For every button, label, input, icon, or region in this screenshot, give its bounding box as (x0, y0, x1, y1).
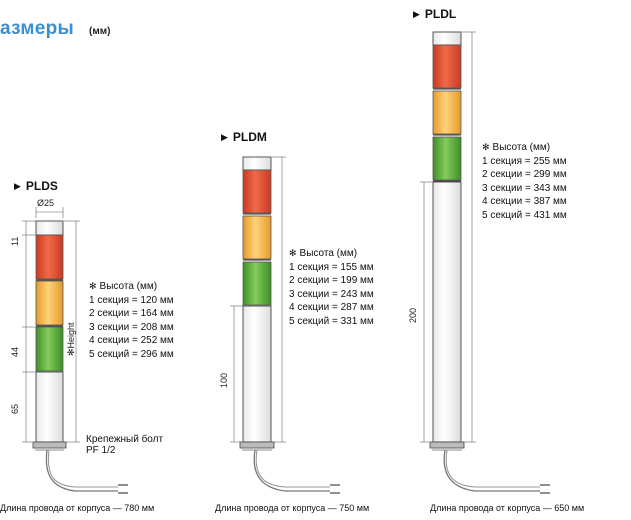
plds-cap (36, 221, 63, 235)
plds-amber-segment (36, 281, 63, 325)
asterisk-icon: ✻ (89, 281, 97, 291)
pldl-cap (433, 32, 461, 45)
plds-spec-row: 4 секции = 252 мм (89, 334, 174, 348)
pldl-spec-row: 1 секция = 255 мм (482, 155, 567, 169)
pldl-spec-row: 5 секций = 431 мм (482, 209, 567, 223)
pldl-red-segment (433, 45, 461, 88)
asterisk-icon: ✻ (482, 142, 490, 152)
plds-height-label: ✻Height (66, 322, 77, 356)
plds-label: ▶ PLDS (14, 179, 58, 193)
plds-green-segment (36, 327, 63, 371)
pldl-green-segment (433, 137, 461, 180)
pldl-wire (444, 450, 540, 491)
pldm-spec-row: 4 секции = 287 мм (289, 301, 374, 315)
pldl-wire-length: Длина провода от корпуса — 650 мм (430, 503, 584, 513)
plds-spec-row: 1 секция = 120 мм (89, 294, 174, 308)
pldm-label: ▶ PLDM (221, 130, 267, 144)
pldm-wire-length: Длина провода от корпуса — 750 мм (215, 503, 369, 513)
plds-red-segment (36, 235, 63, 279)
plds-wire-length: Длина провода от корпуса — 780 мм (0, 503, 154, 513)
plds-bolt-note: Крепежный болт PF 1/2 (86, 434, 163, 456)
pldm-amber-segment (243, 216, 271, 259)
plds-wire (46, 450, 118, 491)
pldm-red-segment (243, 170, 271, 213)
pldm-dim-bottom: 100 (219, 373, 229, 388)
pldm-green-segment (243, 262, 271, 305)
pldl-spec: ✻ Высота (мм) 1 секция = 255 мм 2 секции … (482, 141, 567, 223)
pldl-spec-row: 2 секции = 299 мм (482, 168, 567, 182)
pldm-spec-row: 5 секций = 331 мм (289, 315, 374, 329)
pldm-cap (243, 157, 271, 170)
pldl-label: ▶ PLDL (413, 7, 456, 21)
pldm-spec-row: 2 секции = 199 мм (289, 274, 374, 288)
triangle-right-icon: ▶ (14, 181, 21, 191)
plds-dim-top: 11 (10, 237, 20, 246)
plds-dim-bottom: 65 (10, 404, 20, 414)
pldl-dim-bottom: 200 (408, 308, 418, 323)
plds-dim-mid: 44 (10, 347, 20, 357)
pldl-base (430, 442, 464, 448)
pldm-spec-row: 3 секции = 243 мм (289, 288, 374, 302)
pldm-spec-row: 1 секция = 155 мм (289, 261, 374, 275)
plds-spec-row: 2 секции = 164 мм (89, 307, 174, 321)
plds-spec: ✻ Высота (мм) 1 секция = 120 мм 2 секции … (89, 280, 174, 362)
plds-body (36, 372, 63, 442)
asterisk-icon: ✻ (289, 248, 297, 258)
pldm-base (240, 442, 274, 448)
plds-base (33, 442, 66, 448)
plds-spec-row: 3 секции = 208 мм (89, 321, 174, 335)
pldm-spec: ✻ Высота (мм) 1 секция = 155 мм 2 секции … (289, 247, 374, 329)
pldm-wire (254, 450, 330, 491)
pldl-body (433, 182, 461, 442)
triangle-right-icon: ▶ (413, 9, 420, 19)
pldl-amber-segment (433, 91, 461, 134)
pldl-spec-title: Высота (мм) (493, 142, 551, 153)
pldm-spec-title: Высота (мм) (300, 248, 358, 259)
plds-spec-row: 5 секций = 296 мм (89, 348, 174, 362)
pldl-spec-row: 3 секции = 343 мм (482, 182, 567, 196)
pldl-tower (420, 32, 550, 493)
plds-diameter: Ø25 (37, 198, 54, 208)
pldm-body (243, 306, 271, 442)
triangle-right-icon: ▶ (221, 132, 228, 142)
pldl-spec-row: 4 секции = 387 мм (482, 195, 567, 209)
plds-spec-title: Высота (мм) (100, 281, 158, 292)
